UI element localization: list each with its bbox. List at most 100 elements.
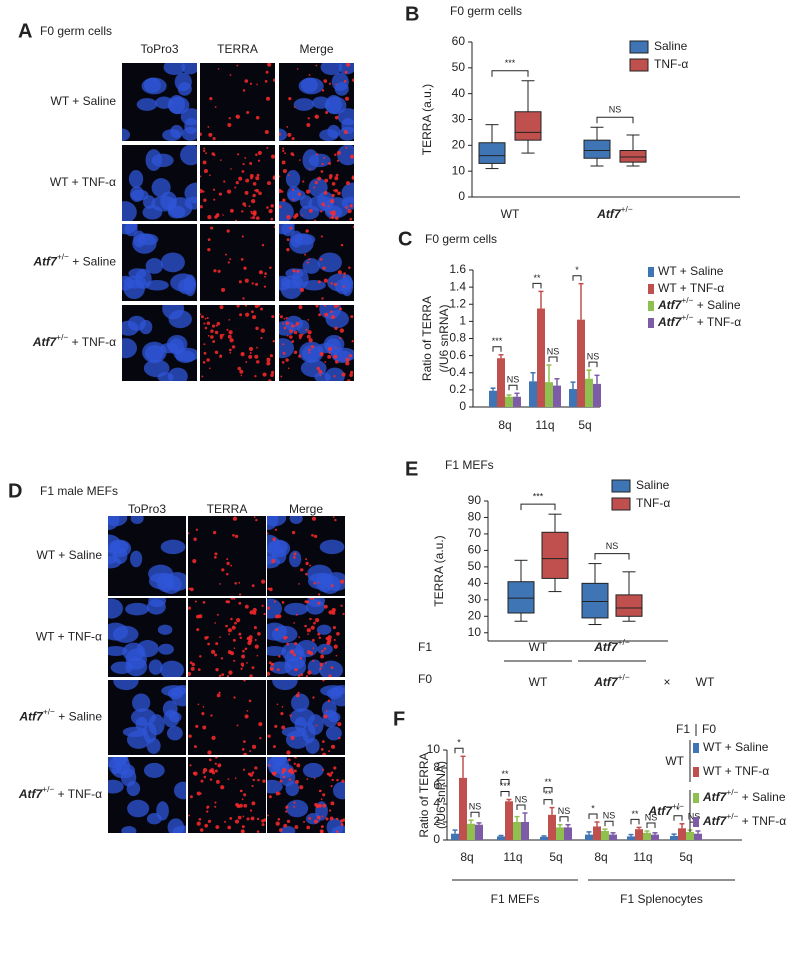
x-tick-label: WT <box>501 207 520 221</box>
y-tick-label: 1.2 <box>449 296 466 310</box>
terra-foci <box>326 772 331 776</box>
terra-foci <box>269 666 274 671</box>
terra-foci <box>202 601 206 604</box>
image-content <box>279 224 354 300</box>
nucleus <box>338 126 354 141</box>
bar <box>529 381 537 407</box>
row-label: WT + TNF-α <box>36 630 102 644</box>
terra-foci <box>339 328 345 333</box>
sig-bracket <box>673 815 683 821</box>
terra-foci <box>207 334 210 337</box>
terra-foci <box>267 63 272 67</box>
y-tick-label: 2 <box>433 814 440 828</box>
terra-foci <box>188 606 192 610</box>
micrograph <box>267 680 345 755</box>
terra-foci <box>230 598 234 600</box>
box <box>478 142 506 164</box>
terra-foci <box>269 266 272 270</box>
micrograph <box>200 224 275 301</box>
x-tick-label: 8q <box>460 850 473 864</box>
nucleus <box>337 108 354 126</box>
terra-foci <box>328 351 331 355</box>
terra-foci <box>323 278 328 283</box>
sig-bracket <box>500 791 510 797</box>
nucleus <box>332 781 345 800</box>
nucleus <box>338 63 354 75</box>
terra-foci <box>214 757 218 759</box>
terra-foci <box>260 307 263 311</box>
terra-foci <box>205 152 207 155</box>
y-tick-label: 8 <box>433 760 440 774</box>
sig-label: NS <box>606 541 619 551</box>
terra-foci <box>319 667 322 670</box>
micrograph <box>188 757 266 833</box>
terra-foci <box>239 636 243 640</box>
terra-foci <box>351 340 354 343</box>
nucleus <box>160 660 184 677</box>
terra-foci <box>321 202 325 206</box>
nucleus <box>308 178 328 198</box>
nucleus <box>181 63 197 75</box>
terra-foci <box>312 659 315 662</box>
f0-label: WT <box>696 675 715 689</box>
bar <box>548 814 556 840</box>
micrograph <box>267 516 345 596</box>
terra-foci <box>245 361 248 363</box>
sig-bracket <box>594 553 630 560</box>
legend-label: WT + Saline <box>703 740 769 754</box>
terra-foci <box>239 789 243 793</box>
terra-foci <box>252 778 255 782</box>
terra-foci <box>277 817 281 821</box>
nucleus <box>122 320 139 336</box>
terra-foci <box>300 673 304 677</box>
sig-bracket <box>491 70 529 77</box>
terra-foci <box>279 205 282 209</box>
micrograph <box>188 516 266 596</box>
terra-foci <box>339 307 342 311</box>
terra-foci <box>294 642 298 646</box>
terra-foci <box>342 285 346 288</box>
bar <box>593 826 601 840</box>
terra-foci <box>196 791 201 796</box>
terra-foci <box>299 657 303 660</box>
terra-foci <box>218 691 221 694</box>
nucleus <box>291 693 310 712</box>
row-label: Atf7+/− + Saline <box>19 707 103 724</box>
micrograph <box>108 516 186 596</box>
terra-foci <box>241 748 245 751</box>
terra-foci <box>286 238 290 242</box>
terra-foci <box>343 272 346 275</box>
legend-swatch <box>629 58 649 72</box>
terra-foci <box>335 360 339 364</box>
terra-foci <box>242 768 246 771</box>
terra-foci <box>226 328 229 331</box>
terra-foci <box>352 78 354 82</box>
terra-foci <box>227 628 232 633</box>
nucleus <box>320 63 343 76</box>
terra-foci <box>312 598 315 600</box>
terra-foci <box>241 830 245 833</box>
terra-foci <box>248 354 253 359</box>
terra-foci <box>305 572 308 576</box>
terra-foci <box>282 147 285 150</box>
terra-foci <box>284 152 286 155</box>
terra-foci <box>228 319 231 321</box>
terra-foci <box>239 369 244 374</box>
row-label: WT + Saline <box>37 548 103 562</box>
terra-foci <box>333 189 335 192</box>
panel-title: F0 germ cells <box>425 232 497 246</box>
terra-foci <box>210 329 214 333</box>
y-tick-label: 0.8 <box>449 331 466 345</box>
nucleus <box>132 693 151 712</box>
terra-foci <box>285 636 288 639</box>
terra-foci <box>329 210 332 213</box>
terra-foci <box>264 272 267 275</box>
terra-foci <box>323 305 327 307</box>
nucleus <box>302 762 324 778</box>
terra-foci <box>317 632 321 636</box>
terra-foci <box>318 369 323 374</box>
terra-foci <box>268 795 272 799</box>
terra-foci <box>256 830 260 833</box>
terra-foci <box>289 329 293 333</box>
terra-foci <box>296 68 299 70</box>
